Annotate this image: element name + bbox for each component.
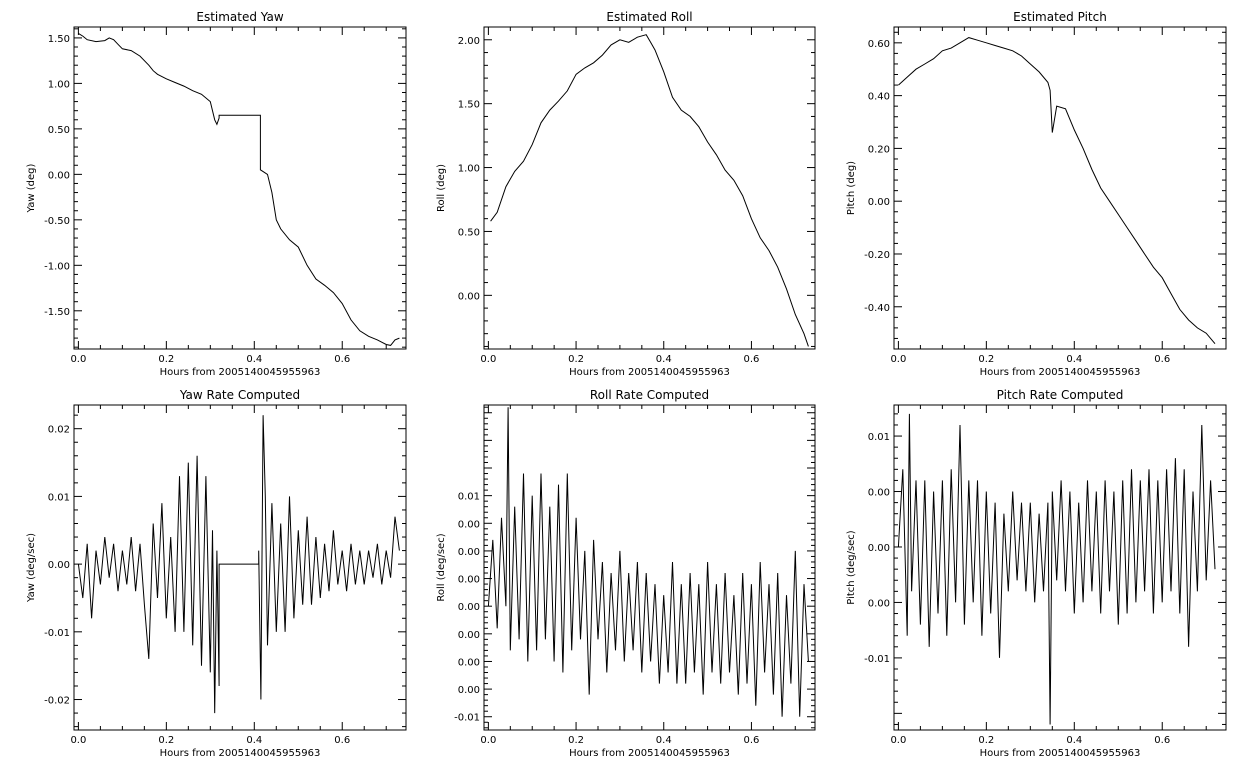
plot-frame xyxy=(483,26,816,350)
x-axis-label: Hours from 2005140045955963 xyxy=(160,748,321,759)
y-tick-label: 0.00 xyxy=(458,657,480,668)
data-series-line xyxy=(897,413,1216,725)
y-axis-label: Pitch (deg/sec) xyxy=(846,530,857,605)
x-tick-label: 0.6 xyxy=(1154,735,1170,746)
chart-panel-2: Estimated Roll 0.0 0.2 0.4 0.6 2.00 1.50 1.00 0.… xyxy=(436,10,816,378)
x-tick-label: 0.6 xyxy=(743,354,759,365)
x-tick-label: 0.4 xyxy=(1066,735,1082,746)
y-tick-label: 0.00 xyxy=(458,547,480,558)
chart-title: Estimated Roll xyxy=(606,10,692,24)
x-tick-label: 0.4 xyxy=(656,735,672,746)
y-tick-label: 0.01 xyxy=(868,432,890,443)
x-tick-label: 0.0 xyxy=(890,354,906,365)
y-tick-label: 0.00 xyxy=(458,630,480,641)
x-tick-label: 0.2 xyxy=(978,735,994,746)
plot-frame xyxy=(73,26,407,350)
x-axis-label: Hours from 2005140045955963 xyxy=(980,748,1141,759)
x-axis-label: Hours from 2005140045955963 xyxy=(160,367,321,378)
y-tick-label: 1.00 xyxy=(48,79,70,90)
y-axis-label: Roll (deg) xyxy=(436,164,447,212)
y-tick-label: 0.50 xyxy=(48,125,70,136)
chart-panel-4: Yaw Rate Computed 0.0 0.2 0.4 0.6 0.02 0.01 0.0… xyxy=(26,388,407,759)
y-tick-label: 0.00 xyxy=(868,598,890,609)
y-axis-label: Roll (deg/sec) xyxy=(436,533,447,601)
data-series-line xyxy=(898,37,1216,345)
chart-title: Estimated Yaw xyxy=(196,10,283,24)
chart-panel-5: Roll Rate Computed 0.0 0.2 0.4 0.6 0.01 0.00 0.… xyxy=(436,388,816,759)
x-tick-label: 0.0 xyxy=(480,354,496,365)
y-tick-label: 0.00 xyxy=(868,488,890,499)
y-tick-label: -0.40 xyxy=(864,303,890,314)
y-tick-label: 1.00 xyxy=(458,164,480,175)
y-tick-label: 0.20 xyxy=(868,144,890,155)
plot-frame xyxy=(73,404,407,731)
x-tick-label: 0.2 xyxy=(158,354,174,365)
y-tick-label: -1.50 xyxy=(44,307,70,318)
data-series-line xyxy=(77,415,400,714)
x-tick-label: 0.4 xyxy=(1066,354,1082,365)
y-tick-label: -0.20 xyxy=(864,250,890,261)
y-tick-label: 0.00 xyxy=(868,543,890,554)
x-tick-label: 0.4 xyxy=(656,354,672,365)
y-tick-label: 0.00 xyxy=(458,575,480,586)
data-series-line xyxy=(78,32,400,346)
plot-frame xyxy=(893,404,1227,731)
y-tick-label: -0.02 xyxy=(44,696,70,707)
y-tick-label: 0.40 xyxy=(868,92,890,103)
x-tick-label: 0.4 xyxy=(246,735,262,746)
x-tick-label: 0.0 xyxy=(890,735,906,746)
y-axis-label: Pitch (deg) xyxy=(846,161,857,215)
chart-panel-3: Estimated Pitch 0.0 0.2 0.4 0.6 0.60 0.40 0.20 0… xyxy=(846,10,1227,378)
y-axis-label: Yaw (deg) xyxy=(26,163,37,213)
y-tick-label: 1.50 xyxy=(48,34,70,45)
chart-panel-1: Estimated Yaw 0.0 0.2 0.4 0.6 1.50 1.00 0.50 0.0… xyxy=(26,10,407,378)
chart-title: Yaw Rate Computed xyxy=(179,388,300,402)
y-tick-label: -1.00 xyxy=(44,261,70,272)
x-tick-label: 0.2 xyxy=(158,735,174,746)
data-series-line xyxy=(487,407,809,717)
x-tick-label: 0.2 xyxy=(568,354,584,365)
y-tick-label: 0.00 xyxy=(458,685,480,696)
y-tick-label: 0.50 xyxy=(458,227,480,238)
x-tick-label: 0.6 xyxy=(743,735,759,746)
chart-title: Estimated Pitch xyxy=(1013,10,1107,24)
y-tick-label: 0.00 xyxy=(48,170,70,181)
plot-frame xyxy=(483,404,816,731)
y-tick-label: 0.00 xyxy=(868,197,890,208)
y-tick-label: 0.00 xyxy=(458,519,480,530)
x-axis-label: Hours from 2005140045955963 xyxy=(569,748,730,759)
x-axis-label: Hours from 2005140045955963 xyxy=(980,367,1141,378)
x-tick-label: 0.6 xyxy=(1154,354,1170,365)
y-tick-label: 0.00 xyxy=(458,291,480,302)
x-tick-label: 0.0 xyxy=(480,735,496,746)
y-tick-label: -0.01 xyxy=(864,654,890,665)
chart-panel-6: Pitch Rate Computed 0.0 0.2 0.4 0.6 0.01 0.00 0… xyxy=(846,388,1227,759)
y-tick-label: 0.01 xyxy=(48,492,70,503)
data-series-line xyxy=(490,34,809,347)
y-tick-label: 0.02 xyxy=(48,425,70,436)
chart-title: Roll Rate Computed xyxy=(590,388,709,402)
y-tick-label: -0.01 xyxy=(454,713,480,724)
plot-frame xyxy=(893,26,1227,350)
chart-title: Pitch Rate Computed xyxy=(997,388,1124,402)
x-tick-label: 0.0 xyxy=(70,735,86,746)
x-axis-label: Hours from 2005140045955963 xyxy=(569,367,730,378)
x-tick-label: 0.2 xyxy=(978,354,994,365)
y-tick-label: -0.01 xyxy=(44,628,70,639)
y-tick-label: 0.00 xyxy=(48,560,70,571)
x-tick-label: 0.4 xyxy=(246,354,262,365)
x-tick-label: 0.6 xyxy=(334,354,350,365)
y-tick-label: 2.00 xyxy=(458,36,480,47)
x-tick-label: 0.2 xyxy=(568,735,584,746)
y-tick-label: 0.01 xyxy=(458,492,480,503)
x-tick-label: 0.0 xyxy=(70,354,86,365)
y-tick-label: -0.50 xyxy=(44,216,70,227)
y-tick-label: 1.50 xyxy=(458,100,480,111)
x-tick-label: 0.6 xyxy=(334,735,350,746)
y-axis-label: Yaw (deg/sec) xyxy=(26,533,37,603)
y-tick-label: 0.00 xyxy=(458,602,480,613)
y-tick-label: 0.60 xyxy=(868,39,890,50)
